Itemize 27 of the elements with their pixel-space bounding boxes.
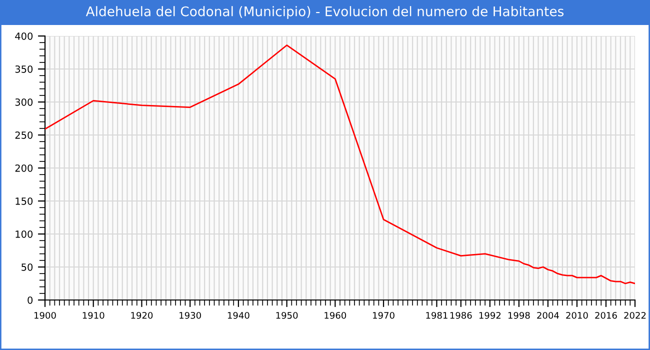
x-tick-label: 1981 (426, 312, 448, 319)
x-tick-label: 1930 (180, 312, 201, 319)
x-tick-label: 1992 (479, 312, 500, 319)
y-tick-label: 100 (16, 230, 33, 238)
y-tick-label: 250 (15, 131, 33, 139)
x-tick-label: 1998 (508, 312, 530, 319)
y-tick-label: 400 (15, 32, 33, 40)
y-tick-label: 50 (22, 263, 33, 271)
x-tick-label: 1940 (228, 312, 250, 319)
x-tick-label: 1900 (34, 312, 56, 319)
chart-title: Aldehuela del Codonal (Municipio) - Evolucion del numero de Habitantes (86, 6, 564, 19)
y-tick-label: 150 (16, 197, 33, 205)
x-tick-label: 1960 (324, 312, 346, 319)
line-series (45, 44, 635, 284)
x-tick-label: 2004 (537, 312, 559, 319)
y-tick-label: 0 (28, 296, 33, 304)
x-tick-label: 1950 (276, 312, 298, 319)
x-tick-label: 2022 (624, 312, 646, 319)
x-tick-label: 1920 (131, 312, 153, 319)
x-tick-label: 2016 (595, 312, 617, 319)
y-tick-label: 350 (15, 65, 33, 73)
x-tick-label: 2010 (566, 312, 588, 319)
x-tick-label: 1910 (82, 312, 104, 319)
x-tick-label: 1986 (450, 312, 472, 319)
x-tick-label: 1970 (373, 312, 394, 319)
y-tick-label: 200 (15, 164, 33, 172)
y-tick-label: 300 (15, 98, 33, 106)
